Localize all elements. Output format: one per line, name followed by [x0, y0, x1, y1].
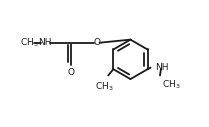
Text: CH$_3$: CH$_3$ — [20, 36, 39, 49]
Text: CH$_3$: CH$_3$ — [162, 79, 181, 91]
Text: CH$_3$: CH$_3$ — [95, 81, 113, 93]
Text: O: O — [93, 38, 100, 47]
Text: NH: NH — [38, 38, 52, 47]
Text: NH: NH — [155, 63, 168, 72]
Text: O: O — [67, 68, 74, 77]
